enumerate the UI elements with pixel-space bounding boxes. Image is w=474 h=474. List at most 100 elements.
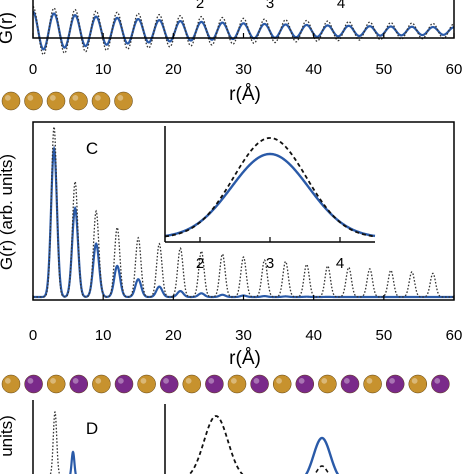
panel-b-plot-area [32,5,455,56]
panel-c-series-dotted [33,126,454,298]
inset-x-tick-label: 2 [196,255,204,272]
atom-highlight [366,377,373,384]
atom-highlight [49,94,56,101]
atom-highlight [50,377,56,384]
panel-d-plot-area [49,410,340,474]
panel-d-inset-dotted-2 [314,465,330,474]
panel-c-x-tick-label: 40 [305,327,322,344]
atom-purple [295,374,315,394]
panel-b-ylabel: G(r) [0,12,16,44]
atom-highlight [95,377,102,384]
panel-c-label: C [86,139,98,158]
atom-chain-c [1,91,133,111]
atom-gold [408,374,428,394]
panel-c-x-tick-label: 10 [95,327,112,344]
panel-b: G(r) 2 3 4 0 10 20 30 40 50 60 r(Å) [0,0,462,105]
panel-d-series-dotted [49,410,61,474]
atom-gold [1,91,21,111]
atom-highlight [27,94,34,101]
panel-b-inset-tick-labels: 2 3 4 [196,0,345,12]
atom-gold [46,91,66,111]
atom-highlight [253,377,260,384]
panel-c-x-tick-label: 0 [29,327,37,344]
panel-c: C G(r) (arb. units) 0 10 20 30 40 50 60 r(Å) 2… [0,121,463,369]
panel-b-x-tick-label: 10 [95,61,112,78]
atom-highlight [4,377,11,384]
panel-b-inset-tick-label: 2 [196,0,204,12]
atom-gold [272,374,292,394]
panel-b-x-ticks: 0 10 20 30 40 50 60 [29,33,463,78]
atom-purple [114,374,134,394]
atom-highlight [389,377,395,384]
panel-c-x-tick-label: 30 [235,327,252,344]
atom-gold [1,374,21,394]
atom-gold [182,374,202,394]
panel-b-xlabel: r(Å) [229,84,261,105]
atom-highlight [4,94,11,101]
panel-b-x-tick-label: 20 [165,61,182,78]
atom-highlight [72,94,79,101]
panel-b-x-tick-label: 30 [235,61,252,78]
atom-highlight [117,94,124,101]
atom-gold [46,374,66,394]
atom-purple [250,374,269,394]
panel-c-ylabel: G(r) (arb. units) [0,154,16,270]
panel-d-inset-solid [304,436,340,474]
panel-b-series-solid [32,10,455,51]
atom-highlight [321,377,328,384]
atom-gold [318,374,337,394]
atom-highlight [298,377,305,384]
panel-c-xlabel: r(Å) [229,348,261,369]
inset-x-tick-label: 4 [336,255,344,272]
panel-b-series-dotted [32,5,455,56]
panel-b-x-tick-label: 0 [29,61,37,78]
panel-c-x-tick-label: 50 [375,327,392,344]
atom-highlight [94,94,101,101]
inset-plot-area [164,137,376,238]
panel-d-label: D [86,419,98,438]
atom-gold [69,91,88,111]
atom-purple [159,374,179,394]
panel-c-inset: 2 3 4 [164,126,376,272]
panel-b-x-tick-label: 50 [375,61,392,78]
atom-purple [340,374,360,394]
atom-gold [92,374,111,394]
atom-highlight [163,377,169,384]
atom-highlight [185,377,192,384]
panel-b-inset-tick-label: 3 [266,0,274,12]
atom-purple [431,374,450,394]
panel-d: D units) [0,400,340,474]
panel-b-x-tick-label: 40 [305,61,322,78]
inset-x-ticks: 2 3 4 [196,237,344,272]
atom-highlight [27,377,34,384]
panel-c-x-ticks: 0 10 20 30 40 50 60 [29,295,463,344]
atom-purple [69,374,89,394]
atom-highlight [208,377,215,384]
inset-series-dotted [164,137,376,238]
atom-purple [205,374,224,394]
atom-highlight [117,377,124,384]
atom-gold [227,374,247,394]
atom-highlight [276,377,282,384]
panel-c-x-tick-label: 60 [446,327,463,344]
atom-gold [91,91,111,111]
atom-gold [363,374,382,394]
atom-highlight [434,377,441,384]
atom-purple [24,374,43,394]
atom-gold [114,91,133,111]
atom-highlight [230,377,237,384]
atom-purple [385,374,405,394]
atom-chain-d [1,374,450,394]
panel-d-ylabel: units) [0,415,16,457]
atom-highlight [411,377,418,384]
atom-gold [137,374,156,394]
inset-x-tick-label: 3 [266,255,274,272]
atom-gold [24,91,43,111]
panel-d-inset-dotted [188,415,244,474]
atom-highlight [140,377,147,384]
atom-highlight [72,377,79,384]
panel-b-x-tick-label: 60 [446,61,463,78]
panel-c-x-tick-label: 20 [165,327,182,344]
panel-d-series-solid [69,450,77,474]
